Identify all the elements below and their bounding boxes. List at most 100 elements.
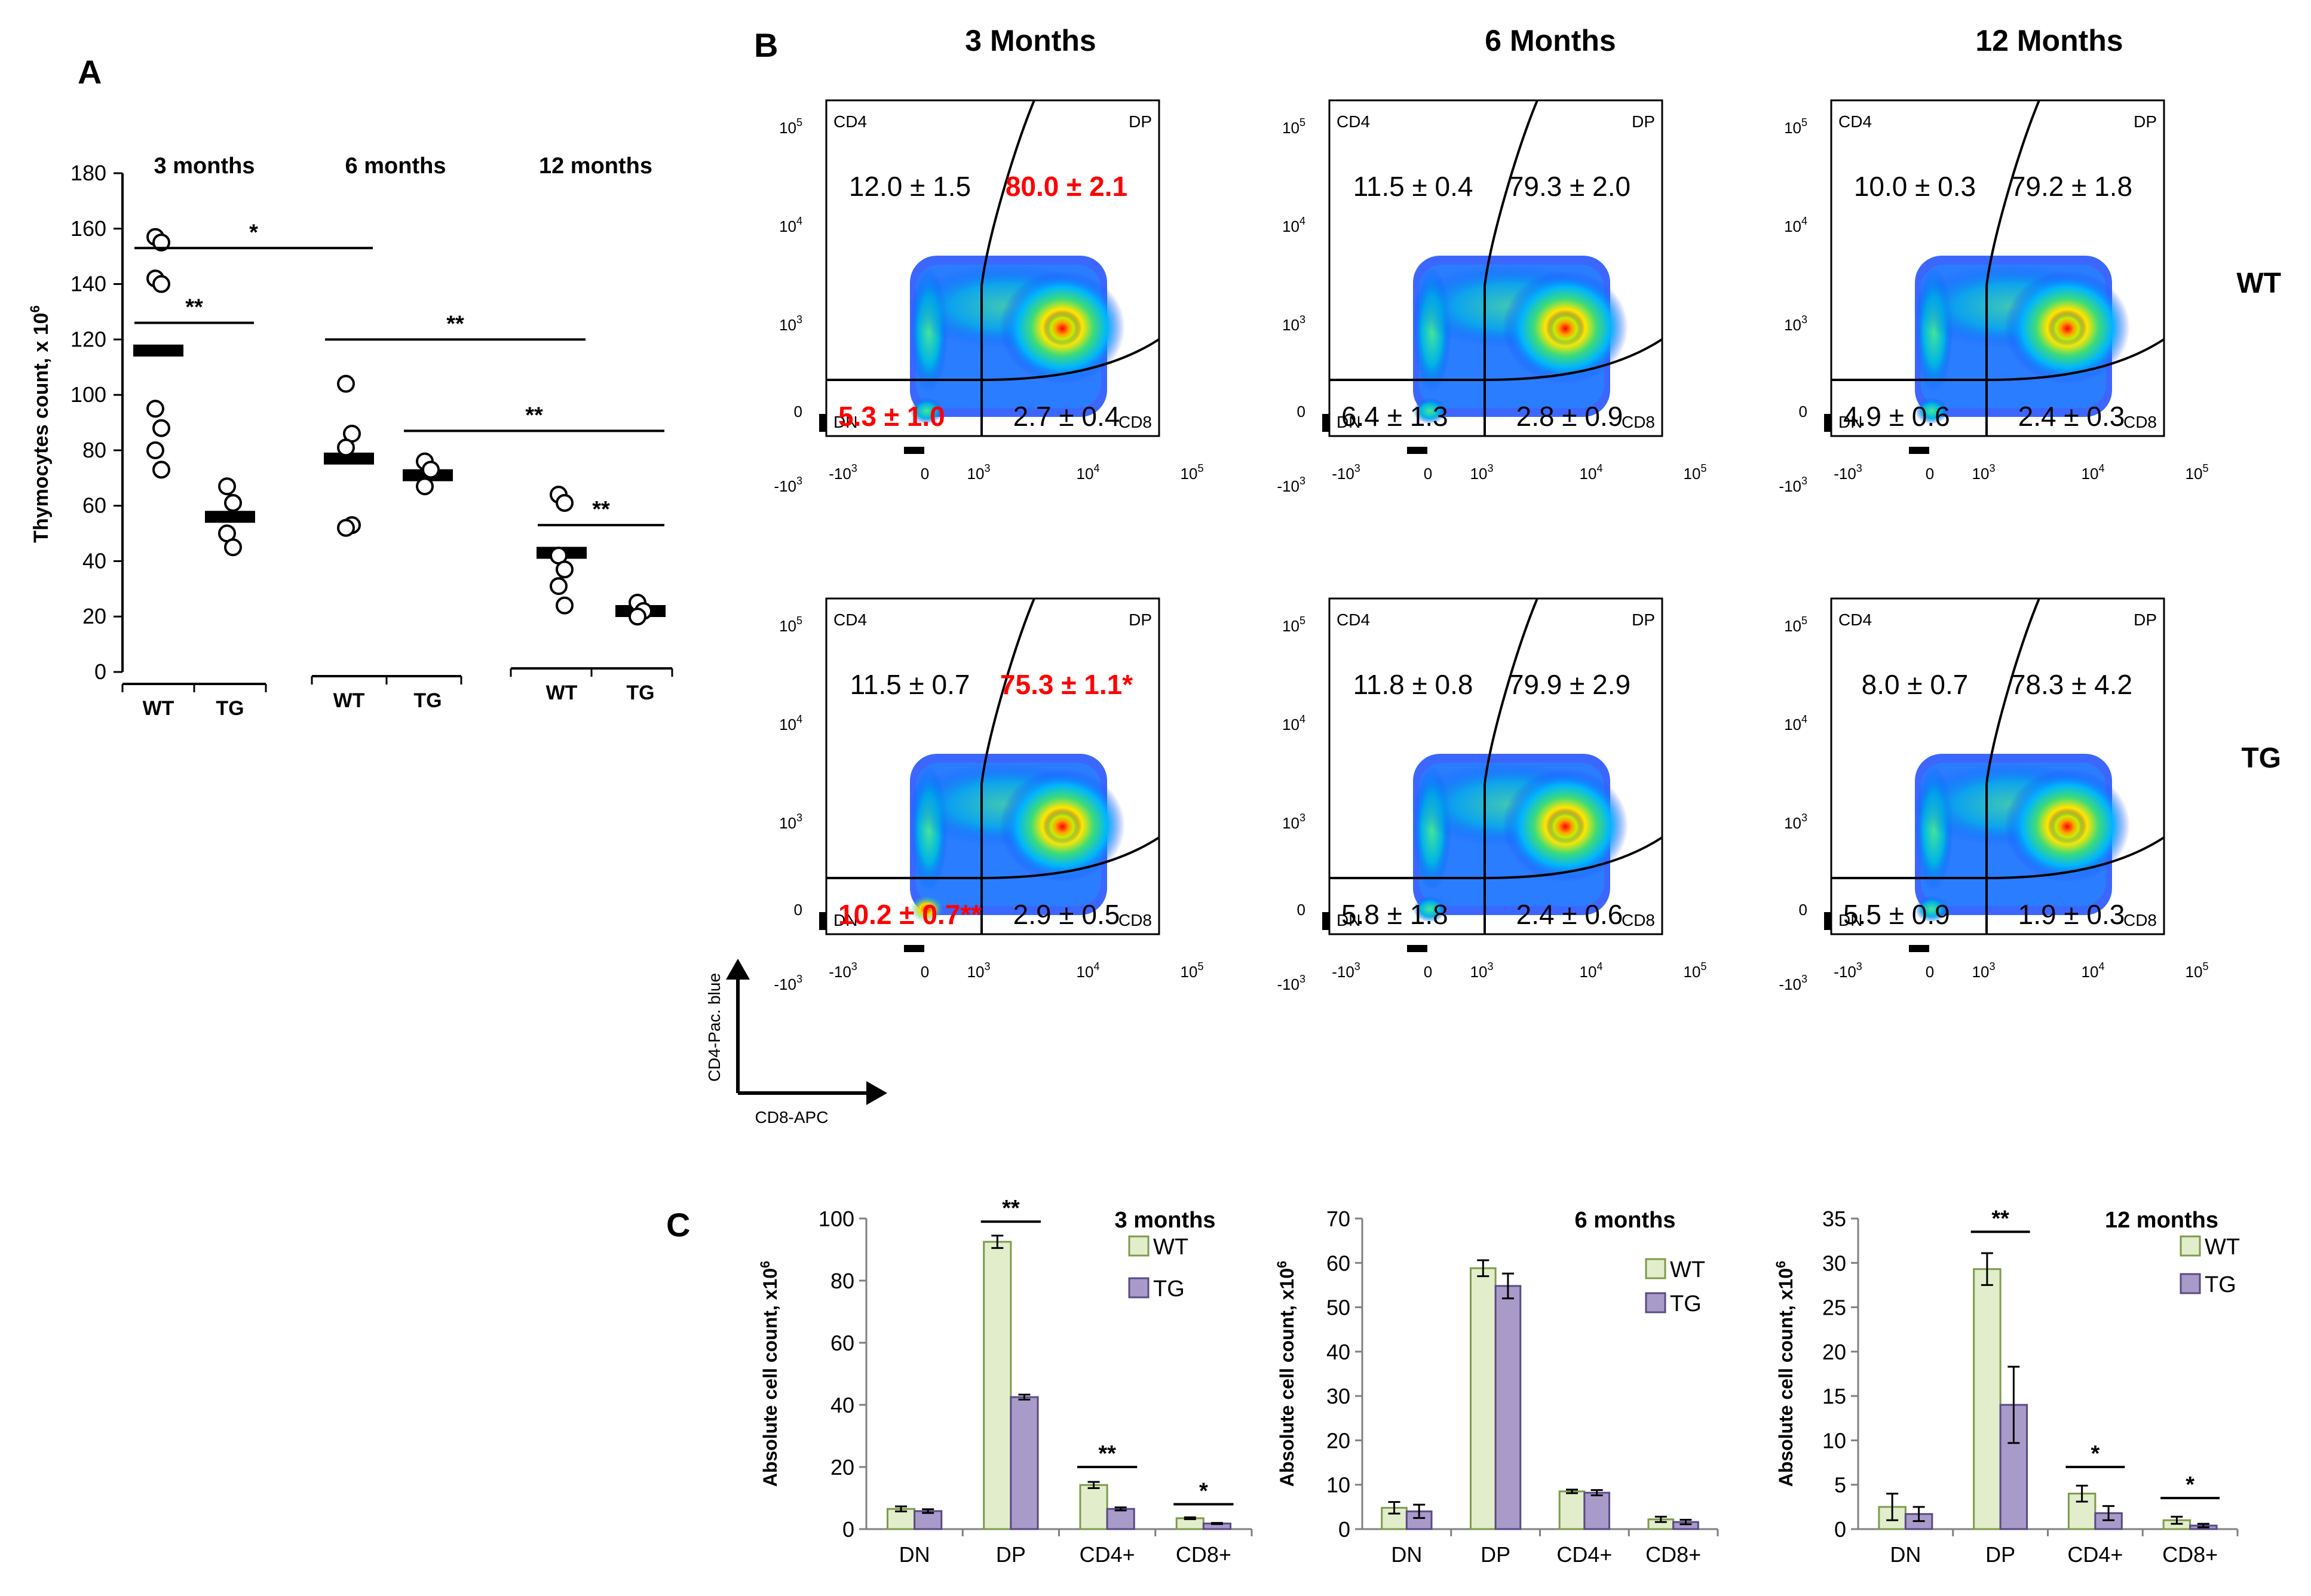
tick-base: 10	[967, 465, 985, 483]
y-axis-tick-label: 103	[1784, 314, 1807, 334]
tick-exp: 4	[796, 713, 802, 725]
tick-exp: 5	[1299, 615, 1305, 627]
legend-swatch-wt	[2180, 1235, 2201, 1257]
y-axis-tick-label: 104	[1282, 713, 1305, 733]
quadrant-value-dn: 4.9 ± 0.6	[1843, 401, 1950, 432]
quadrant-value-dn: 5.3 ± 1.0	[838, 401, 945, 432]
y-axis-tick-label: -103	[1277, 973, 1305, 993]
y-tick-label: 30	[1326, 1384, 1350, 1408]
data-point	[224, 494, 242, 512]
significance-label: **	[1098, 1441, 1116, 1466]
tick-base: 10	[2186, 465, 2203, 483]
tick-base: 0	[1297, 901, 1305, 919]
y-axis-tick-label: 105	[1282, 615, 1305, 635]
x-axis-marks	[904, 447, 924, 454]
tick-base: 0	[1926, 963, 1934, 981]
bar-chart-C1: 0 20 40 60 80 100 Absolute cell count, x106 3 m…	[758, 1196, 1253, 1567]
x-axis-tick-label: 104	[1580, 960, 1603, 981]
significance-label: **	[592, 497, 610, 522]
legend-swatch-wt	[1645, 1258, 1666, 1279]
row-label-wt: WT	[2236, 268, 2281, 299]
tick-base: 0	[1424, 465, 1432, 483]
tick-base: 0	[921, 963, 929, 981]
y-tick-label: 40	[1326, 1340, 1350, 1364]
tick-exp: 3	[1354, 462, 1360, 474]
tick-base: 10	[1580, 963, 1597, 981]
chart-title: 12 months	[2105, 1208, 2218, 1233]
x-tick-label: CD4+	[2067, 1542, 2123, 1567]
bar-wt	[1558, 1490, 1586, 1530]
y-tick-label: 160	[71, 216, 106, 241]
tick-base: -10	[774, 477, 796, 495]
x-axis-tick-label: 103	[967, 960, 991, 981]
quadrant-value-cd4: 12.0 ± 1.5	[849, 171, 971, 202]
tick-exp: 3	[851, 960, 857, 972]
quadrant-label-dn: DN	[1337, 911, 1360, 929]
tick-exp: 4	[1093, 462, 1099, 474]
y-axis-tick-label: 104	[1784, 215, 1807, 235]
tick-base: 0	[1799, 901, 1807, 919]
density-dn-spot	[1915, 896, 1948, 922]
y-axis-tick-label: 104	[1282, 215, 1305, 235]
legend-label-wt: WT	[2205, 1235, 2240, 1260]
flow-plot: CD4 DP DN CD8 8.0 ± 0.7 78.3 ± 4.2 5.5 ± 0.9 1.…	[1779, 597, 2208, 993]
quadrant-label-cd4: CD4	[1337, 610, 1370, 629]
significance-label: **	[1991, 1206, 2009, 1231]
tick-exp: 4	[1801, 713, 1807, 725]
x-tick-label: CD8+	[1176, 1542, 1231, 1567]
quadrant-label-cd8: CD8	[1118, 413, 1152, 431]
significance-label: *	[2186, 1472, 2194, 1497]
bar-tg	[1494, 1285, 1522, 1530]
x-tick-label: DP	[996, 1542, 1026, 1567]
y-tick-label: 60	[830, 1331, 854, 1355]
tick-exp: 3	[1856, 462, 1862, 474]
x-axis-tick-label: 0	[921, 963, 929, 981]
y-tick-label: 70	[1326, 1207, 1350, 1231]
tick-base: 10	[1784, 119, 1801, 137]
axis-legend: CD4-Pac. blue CD8-APC	[705, 959, 887, 1127]
data-point	[152, 419, 170, 437]
y-axis-marks	[1824, 912, 1831, 930]
quadrant-value-dn: 5.8 ± 1.8	[1341, 899, 1448, 930]
data-point	[218, 477, 236, 496]
bar-wt	[1973, 1268, 2002, 1530]
data-point	[146, 400, 164, 418]
quadrant-gate-vertical	[980, 100, 1035, 436]
density-cloud	[1912, 754, 2130, 922]
quadrant-gate-horizontal	[1329, 836, 1663, 879]
tick-exp: 3	[1299, 314, 1305, 326]
significance-label: *	[2091, 1441, 2099, 1466]
tick-base: -10	[1834, 465, 1856, 483]
panel-letter-b: B	[754, 26, 778, 64]
density-dp-core	[2048, 809, 2086, 845]
y-tick-label: 120	[71, 327, 106, 351]
y-tick-label: 10	[1326, 1473, 1350, 1497]
flow-plot: CD4 DP DN CD8 12.0 ± 1.5 80.0 ± 2.1 5.3 ± 1.0 2…	[774, 99, 1203, 495]
x-tick-label: DN	[1890, 1542, 1921, 1567]
panel-a-y-label: Thymocytes count, x 106	[27, 305, 53, 543]
significance-label: *	[249, 220, 258, 245]
y-axis-tick-label: 0	[794, 901, 802, 919]
tick-base: 10	[1784, 617, 1801, 635]
quadrant-label-dp: DP	[1632, 112, 1655, 131]
tick-exp: 3	[851, 462, 857, 474]
tick-exp: 5	[2202, 960, 2208, 972]
tick-exp: 5	[1700, 462, 1706, 474]
x-axis-tick-label: -103	[829, 462, 857, 483]
data-point	[224, 538, 242, 557]
y-tick-label: 5	[1834, 1473, 1846, 1497]
panel-letter-c: C	[666, 1206, 690, 1244]
y-axis-label: Absolute cell count, x106	[758, 1261, 781, 1487]
y-axis-tick-label: 104	[779, 713, 802, 733]
legend-label-tg: TG	[1670, 1291, 1702, 1316]
tick-base: 10	[779, 119, 796, 137]
quadrant-label-cd8: CD8	[2123, 911, 2157, 929]
tick-exp: 4	[1299, 713, 1305, 725]
significance-label: **	[446, 311, 464, 336]
quadrant-value-dp: 79.2 ± 1.8	[2010, 171, 2132, 202]
tick-exp: 3	[984, 960, 990, 972]
x-axis-tick-label: 104	[2082, 462, 2105, 483]
y-tick-label: 40	[830, 1393, 854, 1417]
panel-a-scatter: 0 20 40 60 80 100 120 140 160 180 Thymocytes coun…	[27, 154, 673, 720]
